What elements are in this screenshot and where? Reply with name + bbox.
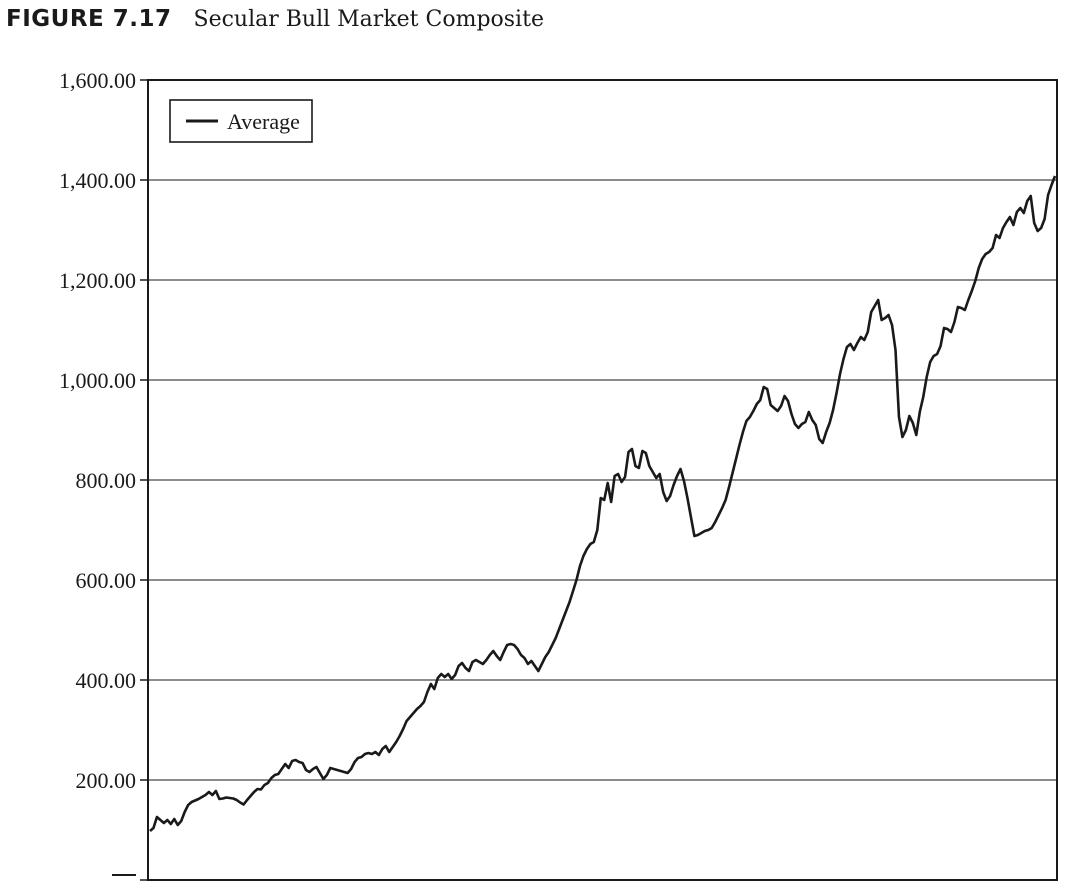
y-axis-ticks: 200.00 400.00 600.00 800.00 1,000.00 1,200.00…: [59, 68, 148, 881]
gridlines: [148, 179, 1057, 781]
figure-label: FIGURE 7.17: [6, 6, 172, 32]
series-line-average: [149, 175, 1057, 832]
y-tick-label: 1,000.00: [59, 368, 136, 393]
figure-title: FIGURE 7.17 Secular Bull Market Composite: [6, 4, 544, 32]
legend: Average: [169, 99, 313, 143]
y-tick-label: 200.00: [76, 768, 137, 793]
y-tick-label: 400.00: [76, 668, 137, 693]
y-tick-label: 1,400.00: [59, 168, 136, 193]
figure-caption: Secular Bull Market Composite: [193, 7, 544, 32]
y-tick-label: 800.00: [76, 468, 137, 493]
plot-frame: [147, 79, 1058, 881]
y-tick-label: 600.00: [76, 568, 137, 593]
y-tick-label: 1,600.00: [59, 68, 136, 93]
y-tick-label: 1,200.00: [59, 268, 136, 293]
legend-label-average: Average: [227, 109, 300, 134]
